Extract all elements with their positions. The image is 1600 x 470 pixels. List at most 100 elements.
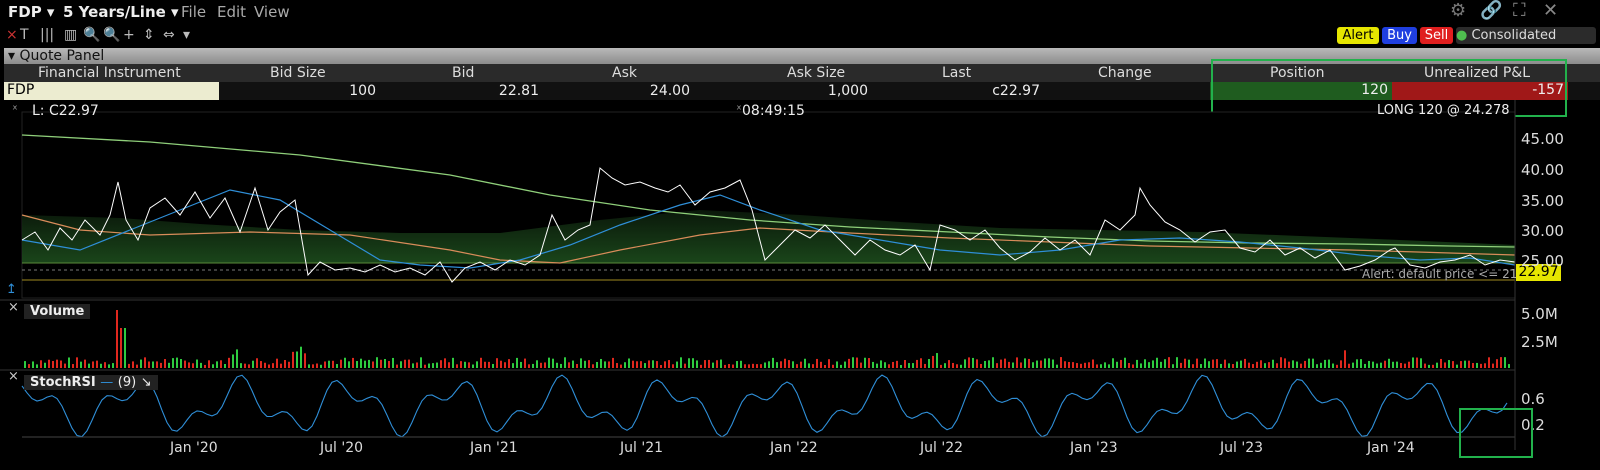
volume-bar — [716, 360, 718, 368]
chart-type-icon[interactable]: ▥ — [64, 27, 78, 43]
col-ask[interactable]: Ask — [612, 65, 637, 81]
volume-bar — [1232, 364, 1234, 368]
menu-edit[interactable]: Edit — [217, 3, 247, 21]
volume-bar — [764, 362, 766, 368]
volume-bar — [1280, 357, 1282, 368]
position-note: LONG 120 @ 24.278 — [1377, 103, 1510, 118]
volume-bar — [768, 361, 770, 368]
consolidated-button[interactable]: ● Consolidated — [1456, 27, 1596, 44]
close-stoch-icon[interactable]: × — [8, 369, 19, 384]
fit-icon[interactable]: ⇕ — [143, 27, 155, 43]
volume-bar — [1260, 360, 1262, 368]
x-tick: Jan '24 — [1367, 440, 1415, 456]
bar-type-icon[interactable]: ||| — [40, 27, 55, 43]
col-bid-size[interactable]: Bid Size — [270, 65, 326, 81]
scale-icon[interactable]: ⇔ — [163, 27, 175, 43]
close-small-icon[interactable]: × — [6, 27, 18, 43]
gear-icon[interactable]: ⚙ — [1450, 0, 1467, 21]
x-tick: Jul '21 — [620, 440, 664, 456]
volume-bar — [1332, 363, 1334, 368]
zoom-in-icon[interactable]: 🔍 — [83, 27, 101, 43]
volume-bar — [356, 361, 358, 368]
volume-bar — [824, 364, 826, 368]
volume-bar — [132, 361, 134, 368]
alert-button[interactable]: Alert — [1337, 27, 1379, 44]
col-instrument[interactable]: Financial Instrument — [38, 65, 181, 81]
volume-bar — [92, 361, 94, 368]
chart-toolbar: × T ||| ▥ 🔍 🔍 + ⇕ ⇔ ▾ Alert Buy Sell ● C… — [0, 25, 1600, 47]
volume-bar — [1188, 359, 1190, 368]
zoom-out-icon[interactable]: 🔍 — [103, 27, 121, 43]
col-bid[interactable]: Bid — [452, 65, 475, 81]
col-position[interactable]: Position — [1270, 65, 1325, 81]
volume-bar — [216, 361, 218, 368]
volume-bar — [840, 364, 842, 368]
menu-view[interactable]: View — [254, 3, 290, 21]
arrow-up-icon[interactable]: ↥ — [6, 282, 17, 297]
table-row[interactable]: FDP 100 22.81 24.00 1,000 c22.97 120 -15… — [4, 82, 1600, 100]
volume-bar — [48, 359, 50, 368]
volume-bar — [420, 357, 422, 368]
stoch-name: StochRSI — [30, 375, 96, 390]
volume-bar — [236, 349, 238, 368]
volume-bar — [1108, 364, 1110, 368]
volume-bar — [588, 360, 590, 368]
volume-bar — [1464, 360, 1466, 368]
volume-bar — [592, 364, 594, 368]
col-last[interactable]: Last — [942, 65, 972, 81]
volume-bar — [728, 364, 730, 368]
close-icon[interactable]: ✕ — [1543, 0, 1559, 21]
col-unrealized-pl[interactable]: Unrealized P&L — [1424, 65, 1530, 81]
volume-bar — [1344, 350, 1346, 368]
sell-button[interactable]: Sell — [1420, 27, 1453, 44]
volume-bar — [664, 361, 666, 368]
volume-bar — [360, 358, 362, 368]
volume-bar — [1456, 364, 1458, 368]
volume-bar — [1168, 357, 1170, 368]
crosshair-icon[interactable]: + — [123, 27, 135, 43]
volume-bar — [200, 362, 202, 368]
volume-bar — [328, 360, 330, 368]
volume-bar — [136, 364, 138, 368]
more-dropdown-icon[interactable]: ▾ — [183, 27, 191, 43]
col-ask-size[interactable]: Ask Size — [787, 65, 846, 81]
volume-bar — [548, 357, 550, 368]
volume-tick: 2.5M — [1521, 333, 1558, 351]
volume-bar — [520, 361, 522, 368]
volume-bar — [1120, 359, 1122, 368]
volume-bar — [648, 360, 650, 368]
link-icon[interactable]: 🔗 — [1480, 0, 1503, 21]
buy-button[interactable]: Buy — [1382, 27, 1417, 44]
quote-panel-title[interactable]: ▾ Quote Panel — [4, 48, 1600, 64]
price-chart[interactable] — [0, 100, 1600, 470]
collapse-icon[interactable]: ▾ — [8, 48, 16, 64]
volume-bar — [1472, 363, 1474, 368]
volume-bar — [1156, 357, 1158, 368]
stoch-panel-label[interactable]: StochRSI — (9) ↘ — [24, 375, 158, 390]
ma-green-line — [21, 134, 1516, 248]
stoch-swatch-icon: — — [100, 375, 114, 390]
period-selector[interactable]: 5 Years/Line ▾ — [63, 3, 179, 21]
instrument-cell[interactable]: FDP — [4, 82, 219, 100]
menu-file[interactable]: File — [181, 3, 207, 21]
volume-bar — [920, 358, 922, 368]
volume-bar — [828, 359, 830, 368]
symbol-selector[interactable]: FDP ▾ — [8, 3, 55, 21]
stoch-dropdown-icon[interactable]: ↘ — [140, 375, 152, 390]
col-change[interactable]: Change — [1098, 65, 1152, 81]
volume-bar — [1184, 358, 1186, 368]
volume-bar — [656, 361, 658, 368]
volume-bar — [1252, 364, 1254, 368]
volume-bar — [1012, 362, 1014, 368]
volume-panel-label[interactable]: Volume — [24, 304, 91, 319]
volume-bar — [1460, 361, 1462, 368]
volume-bar — [1284, 358, 1286, 368]
volume-bar — [752, 363, 754, 368]
volume-bar — [108, 364, 110, 368]
expand-icon[interactable]: ⛶ — [1513, 0, 1526, 21]
volume-bar — [384, 358, 386, 368]
close-volume-icon[interactable]: × — [8, 300, 19, 315]
volume-bar — [24, 361, 26, 368]
volume-bar — [1020, 362, 1022, 368]
text-tool-icon[interactable]: T — [20, 27, 29, 43]
